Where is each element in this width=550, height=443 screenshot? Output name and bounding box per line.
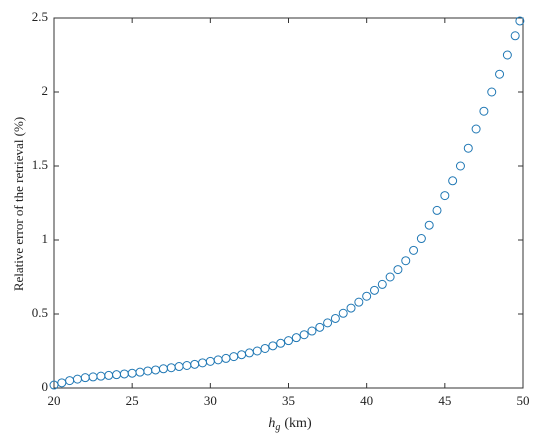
point xyxy=(330,313,340,323)
x-axis-label: hg (km) xyxy=(268,416,312,433)
point xyxy=(174,362,184,372)
point xyxy=(487,87,497,97)
x-tick-label: 20 xyxy=(48,393,61,408)
point xyxy=(401,256,411,266)
point xyxy=(252,346,262,356)
point xyxy=(362,291,372,301)
point xyxy=(57,378,67,388)
plot-frame xyxy=(53,17,524,389)
point xyxy=(299,330,309,340)
y-tick-label: 0 xyxy=(42,379,49,394)
point xyxy=(182,361,192,371)
point xyxy=(112,370,122,380)
x-tick-label: 40 xyxy=(360,393,373,408)
x-tick-label: 50 xyxy=(517,393,530,408)
point xyxy=(260,343,270,353)
point xyxy=(479,106,489,116)
x-label-symbol: h xyxy=(268,416,275,431)
point xyxy=(166,363,176,373)
y-tick-label: 1.5 xyxy=(32,157,48,172)
x-tick-label: 45 xyxy=(438,393,451,408)
point xyxy=(268,341,278,351)
x-tick-label: 30 xyxy=(204,393,217,408)
point xyxy=(65,376,75,386)
point xyxy=(432,205,442,215)
point xyxy=(72,374,82,384)
point xyxy=(385,272,395,282)
point xyxy=(424,220,434,230)
x-tick-label: 25 xyxy=(126,393,139,408)
point xyxy=(143,366,153,376)
point xyxy=(127,368,137,378)
point xyxy=(158,364,168,374)
point xyxy=(338,308,348,318)
point xyxy=(455,161,465,171)
point xyxy=(515,16,525,26)
y-tick-label: 0.5 xyxy=(32,305,48,320)
point xyxy=(291,333,301,343)
point xyxy=(409,245,419,255)
point xyxy=(244,348,254,358)
y-axis-label: Relative error of the retrieval (%) xyxy=(11,117,26,291)
point xyxy=(190,359,200,369)
point xyxy=(88,372,98,382)
point xyxy=(276,338,286,348)
point xyxy=(354,297,364,307)
point xyxy=(416,234,426,244)
point xyxy=(495,69,505,79)
point xyxy=(440,191,450,201)
point xyxy=(393,265,403,275)
point xyxy=(96,371,106,381)
point xyxy=(205,356,215,366)
point xyxy=(104,370,114,380)
point xyxy=(471,124,481,134)
point xyxy=(237,350,247,360)
y-tick-label: 1 xyxy=(42,231,49,246)
y-tick-label: 2 xyxy=(42,83,49,98)
point xyxy=(369,285,379,295)
point xyxy=(463,143,473,153)
point xyxy=(307,326,317,336)
x-label-subscript: g xyxy=(275,422,280,433)
point xyxy=(377,279,387,289)
x-label-unit: (km) xyxy=(284,416,312,431)
point xyxy=(213,355,223,365)
y-tick-label: 2.5 xyxy=(32,9,48,24)
point xyxy=(80,373,90,383)
point xyxy=(502,50,512,60)
point xyxy=(119,369,129,379)
point xyxy=(323,318,333,328)
point xyxy=(135,367,145,377)
point xyxy=(198,358,208,368)
point xyxy=(284,336,293,346)
point xyxy=(346,303,356,313)
point xyxy=(221,353,231,363)
point xyxy=(510,31,520,41)
point xyxy=(229,352,239,362)
point xyxy=(151,365,161,375)
point xyxy=(448,176,458,186)
point xyxy=(315,322,325,332)
x-tick-label: 35 xyxy=(282,393,295,408)
